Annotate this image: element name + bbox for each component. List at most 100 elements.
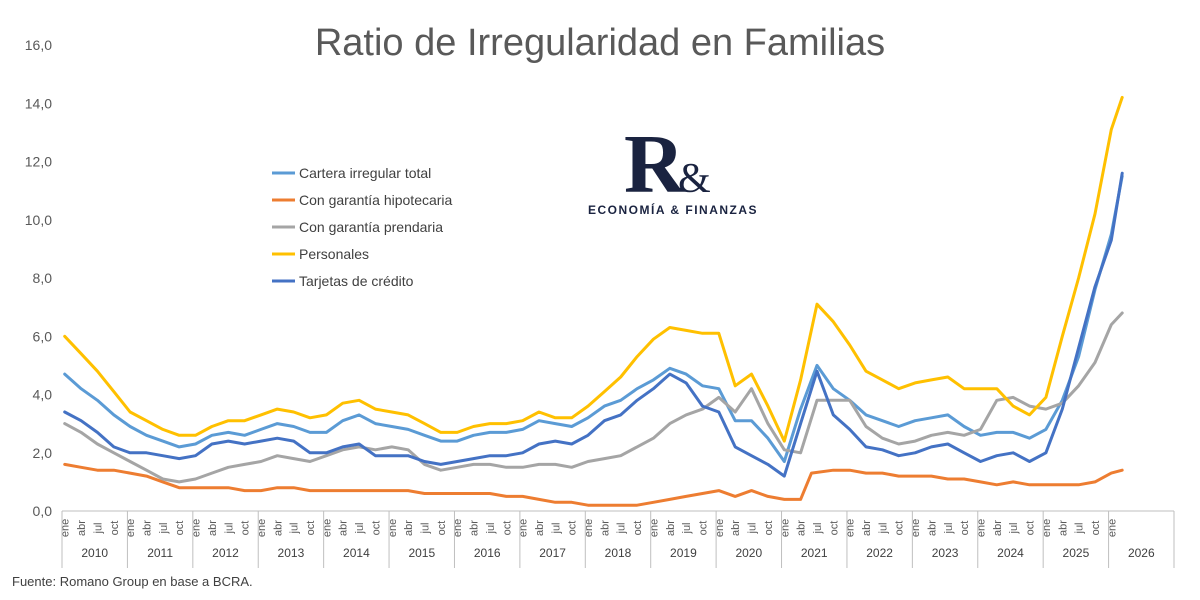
logo-ampersand: &	[678, 156, 711, 202]
x-year-label: 2018	[605, 546, 632, 560]
x-month-label: jul	[1074, 522, 1086, 534]
x-month-label: abr	[469, 520, 481, 536]
x-month-label: ene	[1041, 519, 1053, 537]
x-month-label: abr	[1057, 520, 1069, 536]
x-year-label: 2022	[866, 546, 893, 560]
x-year-label: 2010	[81, 546, 108, 560]
x-month-label: jul	[420, 522, 432, 534]
x-year-label: 2015	[408, 546, 435, 560]
x-month-label: jul	[877, 522, 889, 534]
legend-label: Personales	[299, 246, 369, 262]
series-line-3	[63, 311, 1124, 484]
x-month-label: jul	[1008, 522, 1020, 534]
x-year-label: 2019	[670, 546, 697, 560]
x-month-label: ene	[321, 519, 333, 537]
x-month-label: ene	[256, 519, 268, 537]
y-tick-label: 2,0	[33, 445, 53, 461]
logo: R & ECONOMÍA & FINANZAS	[588, 118, 758, 217]
x-month-label: jul	[681, 522, 693, 534]
x-month-label: oct	[1025, 521, 1037, 536]
x-year-label: 2021	[801, 546, 828, 560]
y-tick-label: 14,0	[25, 95, 52, 111]
legend: Cartera irregular total Con garantía hipo…	[272, 165, 453, 289]
logo-mark: R	[624, 118, 686, 211]
x-month-label: oct	[632, 521, 644, 536]
x-month-label: oct	[698, 521, 710, 536]
x-month-label: abr	[403, 520, 415, 536]
x-month-label: jul	[223, 522, 235, 534]
legend-label: Cartera irregular total	[299, 165, 431, 181]
x-month-label: jul	[158, 522, 170, 534]
x-year-label: 2025	[1063, 546, 1090, 560]
x-month-label: jul	[550, 522, 562, 534]
x-year-label: 2013	[278, 546, 305, 560]
x-year-label: 2011	[147, 546, 173, 560]
source-note: Fuente: Romano Group en base a BCRA.	[12, 574, 253, 589]
x-month-label: ene	[583, 519, 595, 537]
x-month-label: ene	[125, 519, 137, 537]
x-year-label: 2026	[1128, 546, 1155, 560]
x-month-label: ene	[60, 519, 72, 537]
x-month-label: oct	[763, 521, 775, 536]
x-month-label: jul	[747, 522, 759, 534]
x-month-label: jul	[354, 522, 366, 534]
x-month-label: abr	[272, 520, 284, 536]
x-month-label: oct	[894, 521, 906, 536]
x-month-label: jul	[943, 522, 955, 534]
x-month-label: abr	[599, 520, 611, 536]
x-month-label: oct	[174, 521, 186, 536]
x-year-label: 2012	[212, 546, 239, 560]
series-line-5	[63, 171, 1124, 478]
x-month-label: jul	[812, 522, 824, 534]
legend-label: Con garantía hipotecaria	[299, 192, 453, 208]
y-tick-label: 16,0	[25, 37, 52, 53]
x-month-label: oct	[109, 521, 121, 536]
x-month-label: abr	[992, 520, 1004, 536]
x-month-label: jul	[92, 522, 104, 534]
logo-tagline: ECONOMÍA & FINANZAS	[588, 202, 758, 217]
x-month-label: jul	[289, 522, 301, 534]
x-month-label: abr	[142, 520, 154, 536]
y-tick-label: 4,0	[33, 387, 53, 403]
x-year-label: 2016	[474, 546, 501, 560]
x-month-label: ene	[648, 519, 660, 537]
series-line-1	[63, 174, 1124, 463]
x-month-label: ene	[452, 519, 464, 537]
series-line-4	[63, 95, 1124, 443]
x-month-label: abr	[730, 520, 742, 536]
x-month-label: jul	[485, 522, 497, 534]
x-month-label: ene	[387, 519, 399, 537]
x-month-label: oct	[305, 521, 317, 536]
x-month-label: ene	[910, 519, 922, 537]
x-month-label: ene	[779, 519, 791, 537]
x-month-label: abr	[207, 520, 219, 536]
y-tick-label: 12,0	[25, 154, 52, 170]
x-year-label: 2024	[997, 546, 1024, 560]
series-line-2	[63, 462, 1124, 507]
x-month-label: abr	[796, 520, 808, 536]
y-tick-label: 8,0	[33, 270, 53, 286]
x-month-label: oct	[370, 521, 382, 536]
x-month-label: abr	[338, 520, 350, 536]
x-month-label: abr	[861, 520, 873, 536]
x-month-label: abr	[926, 520, 938, 536]
x-year-label: 2017	[539, 546, 566, 560]
x-month-label: abr	[665, 520, 677, 536]
x-month-label: jul	[616, 522, 628, 534]
x-month-label: abr	[76, 520, 88, 536]
x-year-label: 2023	[932, 546, 959, 560]
legend-label: Tarjetas de crédito	[299, 273, 414, 289]
y-axis: 0,0 2,0 4,0 6,0 8,0 10,0 12,0 14,0 16,0	[25, 37, 52, 519]
x-year-label: 2014	[343, 546, 370, 560]
series-layer	[63, 95, 1124, 507]
x-month-label: abr	[534, 520, 546, 536]
y-tick-label: 10,0	[25, 212, 52, 228]
x-month-label: oct	[501, 521, 513, 536]
x-month-label: ene	[518, 519, 530, 537]
x-month-label: oct	[436, 521, 448, 536]
x-month-label: oct	[240, 521, 252, 536]
legend-label: Con garantía prendaria	[299, 219, 443, 235]
x-month-label: ene	[976, 519, 988, 537]
